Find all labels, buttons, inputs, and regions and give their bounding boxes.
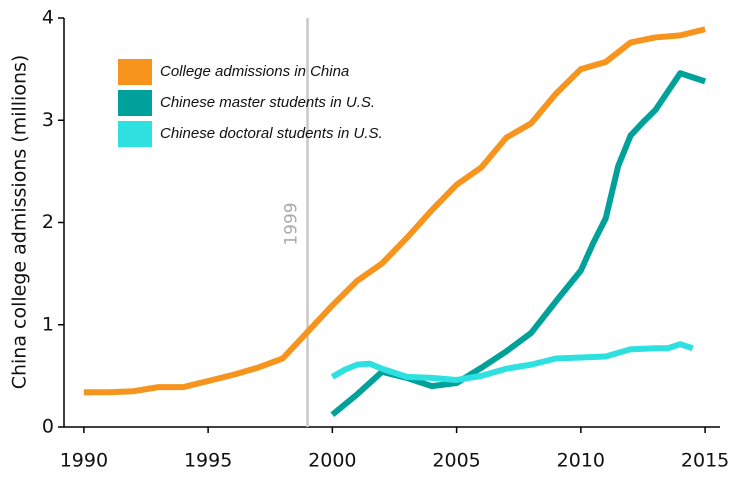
x-tick-label: 1990 xyxy=(60,450,108,472)
legend-label: Chinese doctoral students in U.S. xyxy=(160,125,383,142)
y-tick-label: 0 xyxy=(42,416,54,438)
legend-swatch xyxy=(118,90,152,116)
y-tick-label: 3 xyxy=(42,109,54,131)
legend-swatch xyxy=(118,121,152,147)
x-tick-label: 2015 xyxy=(681,450,729,472)
x-tick-label: 2005 xyxy=(432,450,480,472)
legend-label: Chinese master students in U.S. xyxy=(160,94,375,111)
x-tick-label: 2010 xyxy=(557,450,605,472)
legend-swatch xyxy=(118,59,152,85)
series-line xyxy=(330,70,707,418)
y-tick-label: 2 xyxy=(42,211,54,233)
x-tick-label: 2000 xyxy=(308,450,356,472)
y-tick-label: 4 xyxy=(42,7,54,29)
annotation-label: 1999 xyxy=(282,202,302,245)
y-axis-label: China college admissions (millions) xyxy=(9,55,31,390)
legend-label: College admissions in China xyxy=(160,63,349,80)
series-line xyxy=(330,341,694,383)
x-tick-label: 1995 xyxy=(184,450,232,472)
y-tick-label: 1 xyxy=(42,313,54,335)
series-line xyxy=(83,26,706,396)
